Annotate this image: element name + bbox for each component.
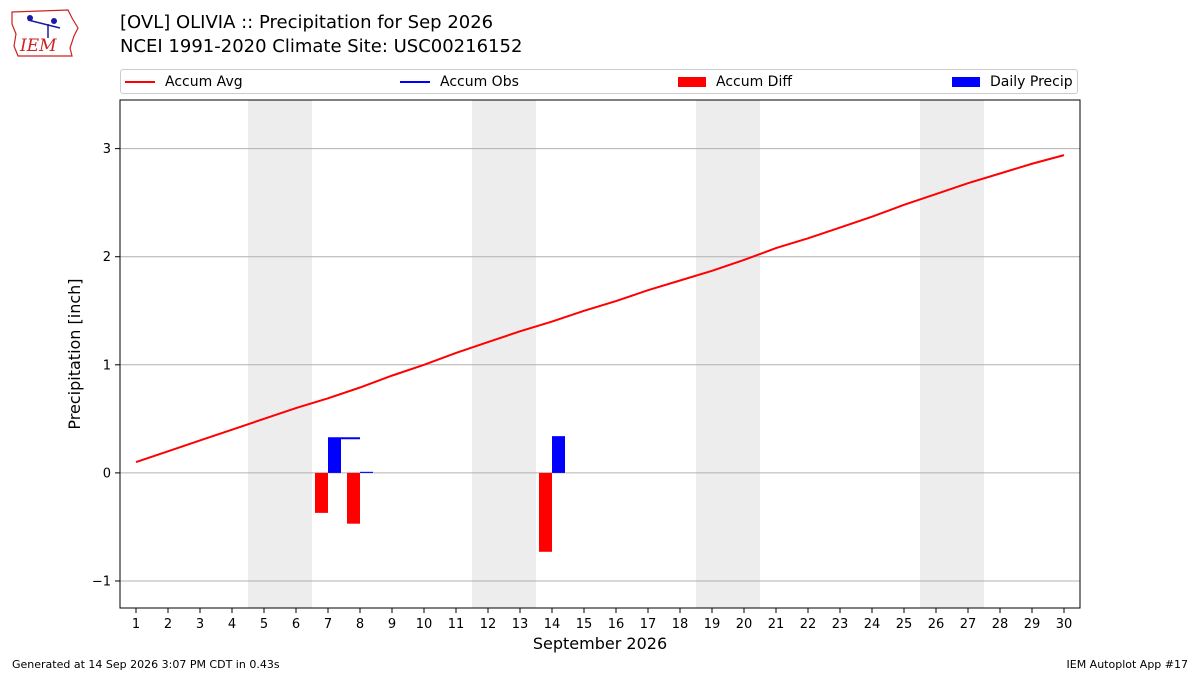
x-tick-label-14: 14 [544,617,561,632]
legend-label-daily-precip: Daily Precip [990,74,1073,90]
x-tick-label-27: 27 [960,617,977,632]
x-tick-label-13: 13 [512,617,529,632]
x-tick-label-8: 8 [356,617,364,632]
legend-swatch-accum-obs [400,81,430,83]
x-tick-label-23: 23 [832,617,849,632]
x-tick-label-3: 3 [196,617,204,632]
legend-item-daily-precip: Daily Precip [952,73,1073,91]
x-tick-label-25: 25 [896,617,913,632]
x-tick-label-12: 12 [480,617,497,632]
x-tick-label-26: 26 [928,617,945,632]
y-tick-label--1: −1 [92,574,111,589]
legend-swatch-daily-precip [952,77,980,87]
x-tick-label-24: 24 [864,617,881,632]
x-tick-label-30: 30 [1056,617,1073,632]
x-tick-label-11: 11 [448,617,465,632]
weekend-shade-2 [472,100,536,608]
legend-label-accum-diff: Accum Diff [716,74,793,90]
accum-diff-bar-day-8 [347,472,360,524]
legend-swatch-accum-diff [678,77,706,87]
legend-item-accum-avg: Accum Avg [125,73,243,91]
x-tick-label-20: 20 [736,617,753,632]
iem-logo: IEM [11,9,79,57]
legend-label-accum-avg: Accum Avg [165,74,243,90]
y-axis-label: Precipitation [inch] [65,278,84,429]
y-tick-label-1: 1 [103,358,111,373]
x-tick-label-1: 1 [132,617,140,632]
accum-diff-bar-day-7 [315,472,328,513]
x-tick-label-28: 28 [992,617,1009,632]
x-tick-label-17: 17 [640,617,657,632]
x-tick-label-10: 10 [416,617,433,632]
y-tick-label-0: 0 [103,466,111,481]
x-tick-label-15: 15 [576,617,593,632]
accum-avg-line [135,154,1065,464]
daily-precip-bar-day-8 [360,471,373,473]
legend-swatch-accum-avg [125,81,155,83]
x-tick-label-18: 18 [672,617,689,632]
logo-text: IEM [19,36,57,56]
daily-precip-bar-day-14 [552,436,565,473]
x-tick-label-19: 19 [704,617,721,632]
x-tick-label-2: 2 [164,617,172,632]
legend-item-accum-obs: Accum Obs [400,73,519,91]
x-tick-label-22: 22 [800,617,817,632]
y-tick-label-2: 2 [103,250,111,265]
chart-title: [OVL] OLIVIA :: Precipitation for Sep 20… [120,12,494,33]
legend-label-accum-obs: Accum Obs [440,74,519,90]
x-tick-label-16: 16 [608,617,625,632]
accum-diff-bar-day-14 [539,472,552,552]
daily-precip-bar-day-7 [328,438,341,473]
x-tick-label-5: 5 [260,617,268,632]
x-tick-label-7: 7 [324,617,332,632]
weekend-shade-3 [696,100,760,608]
generated-timestamp: Generated at 14 Sep 2026 3:07 PM CDT in … [12,658,280,671]
x-tick-label-6: 6 [292,617,300,632]
y-tick-label-3: 3 [103,142,111,157]
legend-item-accum-diff: Accum Diff [678,73,792,91]
weekend-shade-1 [248,100,312,608]
x-tick-label-21: 21 [768,617,785,632]
chart-subtitle: NCEI 1991-2020 Climate Site: USC00216152 [120,36,523,57]
x-tick-label-29: 29 [1024,617,1041,632]
weekend-shade-4 [920,100,984,608]
chart-legend: Accum Avg Accum Obs Accum Diff Daily Pre… [120,69,1078,94]
x-tick-label-4: 4 [228,617,236,632]
plot-frame [119,99,1081,609]
x-tick-label-9: 9 [388,617,396,632]
x-axis-label: September 2026 [533,634,667,653]
app-credit: IEM Autoplot App #17 [1066,658,1189,671]
